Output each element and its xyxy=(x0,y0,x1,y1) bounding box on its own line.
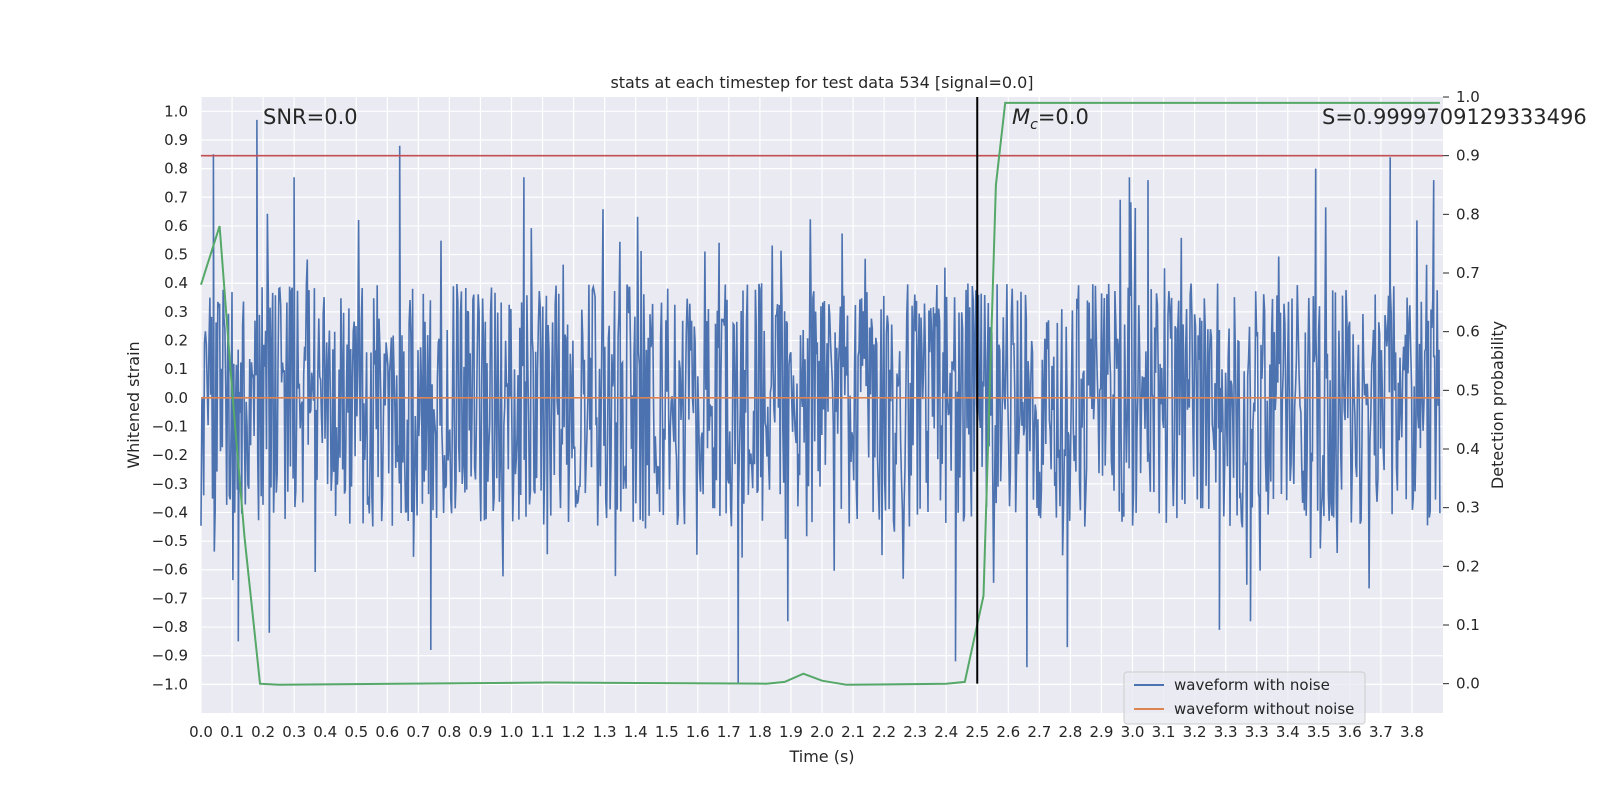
detection-probability-line xyxy=(200,101,1440,686)
x-tick-label: 1.2 xyxy=(562,723,586,741)
y-tick-label: 0.4 xyxy=(164,274,188,292)
x-tick-label: 2.7 xyxy=(1027,723,1051,741)
x-tick-label: 1.8 xyxy=(748,723,772,741)
y-tick-label: 1.0 xyxy=(164,102,188,120)
y-tick-label: −0.5 xyxy=(152,532,188,550)
x-tick-label: 1.7 xyxy=(717,723,741,741)
x-tick-label: 0.2 xyxy=(251,723,275,741)
y-tick-label: −0.2 xyxy=(152,446,188,464)
x-tick-label: 3.3 xyxy=(1214,723,1238,741)
y-tick-label: −0.9 xyxy=(152,647,188,665)
y2-tick-label: 0.5 xyxy=(1456,381,1480,399)
x-tick-label: 2.2 xyxy=(872,723,896,741)
x-tick-label: 0.8 xyxy=(437,723,461,741)
y2-tick-label: 0.6 xyxy=(1456,323,1480,341)
y2-tick-label: 1.0 xyxy=(1456,88,1480,106)
x-tick-label: 2.9 xyxy=(1090,723,1114,741)
chirp-mass-annotation: Mc=0.0 xyxy=(1012,105,1089,133)
y-tick-label: 0.5 xyxy=(164,246,188,264)
x-tick-label: 1.3 xyxy=(593,723,617,741)
x-tick-label: 0.3 xyxy=(282,723,306,741)
y2-tick-label: 0.4 xyxy=(1456,440,1480,458)
x-tick-label: 0.9 xyxy=(469,723,493,741)
x-tick-label: 1.0 xyxy=(500,723,524,741)
x-tick-label: 2.8 xyxy=(1058,723,1082,741)
x-tick-label: 3.7 xyxy=(1369,723,1393,741)
x-tick-label: 0.6 xyxy=(375,723,399,741)
y-tick-label: 0.2 xyxy=(164,332,188,350)
y-tick-label: 0.1 xyxy=(164,360,188,378)
x-tick-label: 3.6 xyxy=(1338,723,1362,741)
x-tick-label: 3.5 xyxy=(1307,723,1331,741)
y-tick-label: 0.0 xyxy=(164,389,188,407)
y-tick-label: −0.8 xyxy=(152,618,188,636)
x-tick-label: 0.0 xyxy=(189,723,213,741)
y2-tick-label: 0.7 xyxy=(1456,264,1480,282)
x-tick-label: 1.4 xyxy=(624,723,648,741)
x-tick-label: 2.0 xyxy=(810,723,834,741)
x-tick-label: 0.4 xyxy=(313,723,337,741)
x-tick-label: 0.1 xyxy=(220,723,244,741)
x-tick-label: 1.5 xyxy=(655,723,679,741)
y2-tick-label: 0.2 xyxy=(1456,557,1480,575)
y2-tick-label: 0.0 xyxy=(1456,675,1480,693)
waveform-with-noise-series xyxy=(200,119,1441,685)
x-tick-label: 1.1 xyxy=(531,723,555,741)
noise-trace xyxy=(200,119,1441,685)
x-tick-label: 2.6 xyxy=(996,723,1020,741)
y-tick-label: 0.8 xyxy=(164,160,188,178)
y-tick-label: −0.1 xyxy=(152,417,188,435)
y2-tick-label: 0.1 xyxy=(1456,616,1480,634)
legend-label-noise: waveform with noise xyxy=(1174,676,1330,694)
x-tick-label: 3.0 xyxy=(1121,723,1145,741)
x-tick-label: 2.3 xyxy=(903,723,927,741)
x-tick-label: 1.6 xyxy=(686,723,710,741)
x-tick-label: 3.8 xyxy=(1400,723,1424,741)
x-axis-label: Time (s) xyxy=(788,747,854,766)
y-tick-label: −0.7 xyxy=(152,589,188,607)
x-tick-label: 3.1 xyxy=(1152,723,1176,741)
chart-title: stats at each timestep for test data 534… xyxy=(610,73,1033,92)
y-tick-label: −1.0 xyxy=(152,675,188,693)
x-tick-label: 2.5 xyxy=(965,723,989,741)
y-tick-label: 0.7 xyxy=(164,188,188,206)
x-tick-label: 0.5 xyxy=(344,723,368,741)
y-tick-label: −0.6 xyxy=(152,561,188,579)
x-tick-label: 3.2 xyxy=(1183,723,1207,741)
y-tick-label: −0.4 xyxy=(152,503,188,521)
legend-label-clean: waveform without noise xyxy=(1174,700,1354,718)
y-axis-label: Whitened strain xyxy=(124,341,143,468)
y-tick-label: 0.3 xyxy=(164,303,188,321)
y-axis-ticks: 1.0 0.9 0.8 0.7 0.6 0.5 0.4 0.3 0.2 0.1 0.0 −0.1 −0.… xyxy=(152,102,188,693)
x-tick-label: 2.1 xyxy=(841,723,865,741)
y2-tick-label: 0.9 xyxy=(1456,147,1480,165)
x-tick-label: 1.9 xyxy=(779,723,803,741)
y-tick-label: −0.3 xyxy=(152,475,188,493)
y2-axis-label: Detection probability xyxy=(1488,321,1507,489)
legend: waveform with noise waveform without noi… xyxy=(1123,671,1366,725)
x-tick-label: 3.3 xyxy=(1245,723,1269,741)
snr-annotation: SNR=0.0 xyxy=(263,105,358,129)
legend-box xyxy=(1123,671,1366,725)
x-axis-ticks: 0.0 0.1 0.2 0.3 0.4 0.5 0.6 0.7 0.8 0.9 1.0 1.1 1.2 1… xyxy=(189,723,1424,741)
x-tick-label: 0.7 xyxy=(406,723,430,741)
y2-axis-ticks: 1.0 0.9 0.8 0.7 0.6 0.5 0.4 0.3 0.2 0.1 0.0 xyxy=(1443,88,1480,693)
x-tick-label: 2.4 xyxy=(934,723,958,741)
score-annotation: S=0.9999709129333496 xyxy=(1322,105,1587,129)
y2-tick-label: 0.8 xyxy=(1456,205,1480,223)
y-tick-label: 0.6 xyxy=(164,217,188,235)
y-tick-label: 0.9 xyxy=(164,131,188,149)
y2-tick-label: 0.3 xyxy=(1456,499,1480,517)
x-tick-label: 3.4 xyxy=(1276,723,1300,741)
